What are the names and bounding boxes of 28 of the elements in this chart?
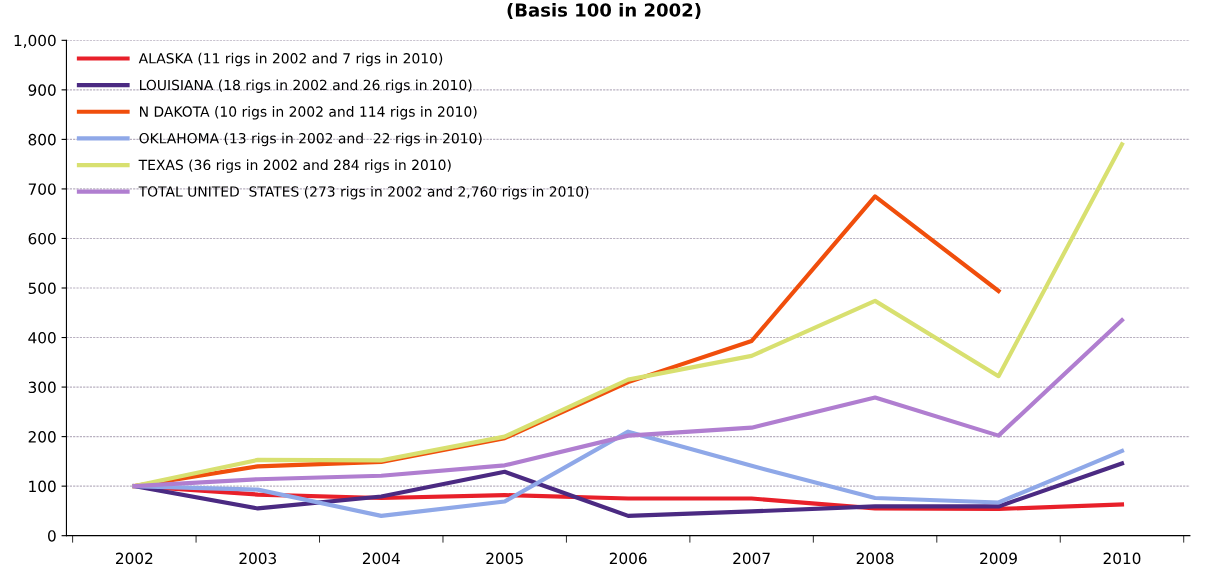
y-tick-label: 800: [28, 133, 56, 146]
x-tick-label: 2010: [1103, 552, 1141, 565]
legend-label: TOTAL UNITED STATES (273 rigs in 2002 and 2,760 rigs in 2010): [138, 186, 589, 200]
y-tick-label: 200: [28, 431, 56, 443]
x-tick-label: 2005: [486, 552, 523, 565]
legend-label: ALASKA (11 rigs in 2002 and 7 rigs in 2010): [138, 52, 443, 67]
x-tick-label: 2002: [116, 552, 153, 565]
line-series: [132, 318, 1125, 489]
y-tick-label: 1,000: [14, 34, 56, 48]
x-tick-label: 2009: [980, 552, 1017, 565]
y-tick-label: 500: [28, 282, 56, 295]
legend-label: OKLAHOMA (13 rigs in 2002 and 22 rigs in 2010): [139, 132, 482, 147]
x-tick-label: 2004: [362, 552, 400, 565]
y-tick-label: 100: [29, 480, 56, 493]
y-tick-label: 900: [28, 84, 56, 96]
x-tick-label: 2007: [733, 552, 770, 565]
x-tick-label: 2006: [609, 552, 647, 565]
x-tick-label: 2008: [856, 552, 894, 565]
y-tick-label: 400: [28, 332, 56, 344]
legend-label: TEXAS (36 rigs in 2002 and 284 rigs in 2010): [138, 159, 451, 173]
y-tick-label: 0: [48, 530, 56, 542]
y-tick-label: 700: [28, 183, 56, 195]
y-tick-label: 600: [28, 232, 56, 245]
legend-label: LOUISIANA (18 rigs in 2002 and 26 rigs in 2010): [140, 79, 472, 93]
x-tick-label: 2003: [239, 552, 277, 565]
chart-title: (Basis 100 in 2002): [507, 2, 701, 19]
y-tick-label: 300: [28, 381, 56, 394]
legend-label: N DAKOTA (10 rigs in 2002 and 114 rigs in 2010): [140, 106, 477, 120]
